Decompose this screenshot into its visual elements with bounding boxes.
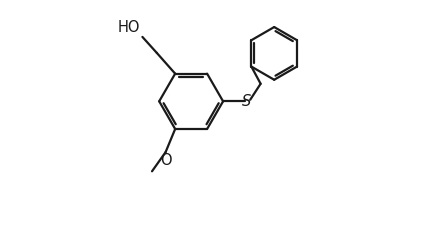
- Text: HO: HO: [117, 20, 140, 35]
- Text: S: S: [241, 94, 250, 109]
- Text: O: O: [160, 153, 172, 169]
